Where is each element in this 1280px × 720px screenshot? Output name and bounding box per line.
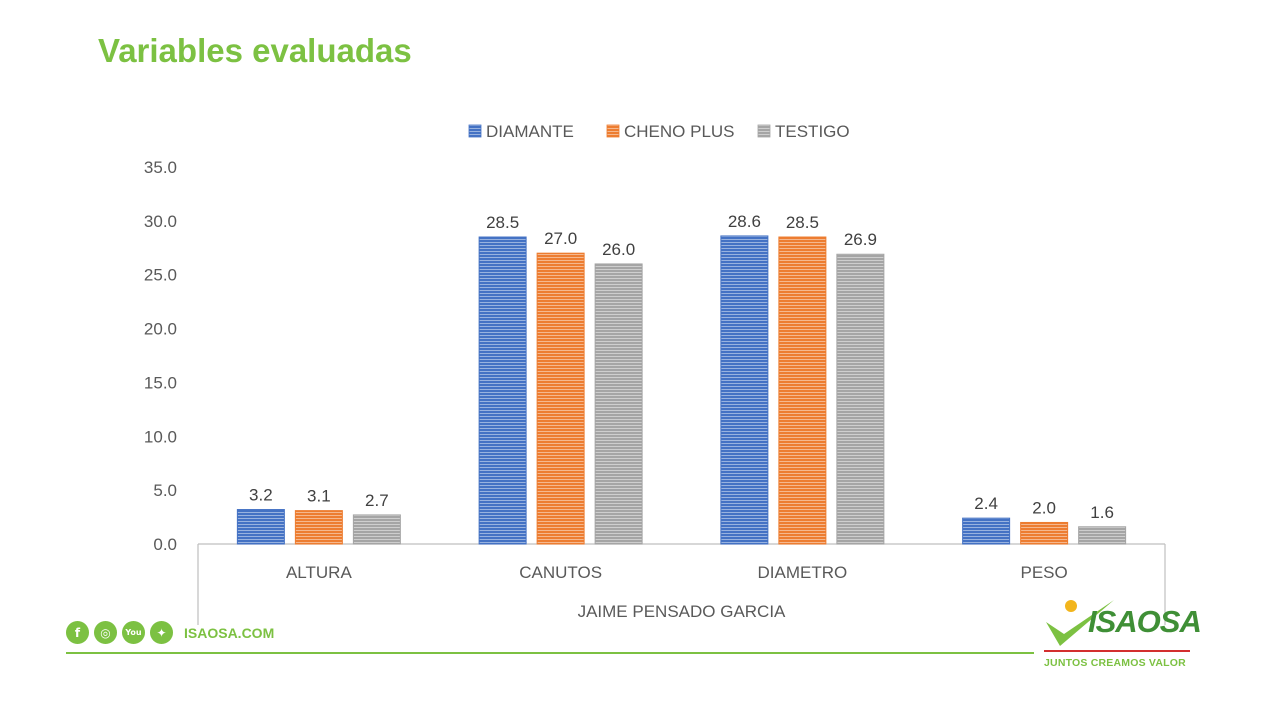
bar [720,235,769,545]
legend-label: CHENO PLUS [624,122,735,141]
x-tick-label: DIAMETRO [758,563,848,582]
y-tick-label: 25.0 [144,266,177,285]
y-tick-label: 20.0 [144,320,177,339]
y-axis: 0.0 5.0 10.0 15.0 20.0 25.0 30.0 35.0 ALTURA CANU… [144,158,1166,625]
data-label: 27.0 [544,229,577,248]
page-title: Variables evaluadas [98,32,412,69]
bar [294,510,343,545]
brand-tagline: JUNTOS CREAMOS VALOR [1044,657,1186,669]
category-group-label: JAIME PENSADO GARCIA [578,602,786,621]
chart-legend: DIAMANTE CHENO PLUS TESTIGO [468,122,850,141]
facebook-icon[interactable]: f [66,621,89,644]
data-label: 28.5 [786,213,819,232]
data-label: 2.0 [1032,498,1056,517]
legend-swatch [468,124,482,138]
y-tick-label: 10.0 [144,427,177,446]
y-tick-label: 30.0 [144,212,177,231]
bar [836,253,885,545]
bar [778,236,827,545]
data-label: 26.0 [602,240,635,259]
bar [478,236,527,545]
x-tick-label: CANUTOS [519,563,602,582]
legend-swatch [757,124,771,138]
data-label: 2.4 [974,494,998,513]
brand-name: ISAOSA [1088,604,1202,639]
bar [1078,526,1127,545]
legend-swatch [606,124,620,138]
bar [236,509,285,545]
data-label: 3.1 [307,487,331,506]
y-tick-label: 15.0 [144,373,177,392]
data-label: 3.2 [249,486,273,505]
bar [1020,521,1069,545]
plot-area: 3.2 3.1 2.7 28.5 27.0 26.0 28.6 28.5 26.9 2.4 2.0 1… [236,212,1127,545]
data-label: 26.9 [844,230,877,249]
bar [536,252,585,545]
legend-label: DIAMANTE [486,122,574,141]
data-label: 1.6 [1090,503,1114,522]
bar [962,517,1011,545]
data-label: 28.5 [486,213,519,232]
data-label: 28.6 [728,212,761,231]
twitter-icon[interactable]: ✦ [150,621,173,644]
brand-underline [1044,650,1190,652]
bar [594,263,643,545]
bar [352,514,401,545]
instagram-icon[interactable]: ◎ [94,621,117,644]
checkmark-logo-icon [1046,600,1114,646]
footer-divider [66,652,1034,654]
legend-label: TESTIGO [775,122,850,141]
y-tick-label: 35.0 [144,158,177,177]
brand-logo: ISAOSA JUNTOS CREAMOS VALOR [1040,596,1202,676]
y-tick-label: 0.0 [153,535,177,554]
x-tick-label: ALTURA [286,563,352,582]
website-link[interactable]: ISAOSA.COM [184,624,275,641]
x-tick-label: PESO [1021,563,1068,582]
y-tick-label: 5.0 [153,481,177,500]
bar-chart: DIAMANTE CHENO PLUS TESTIGO 0.0 5.0 10.0 15.0… [144,122,1166,625]
youtube-icon[interactable]: You [122,621,145,644]
data-label: 2.7 [365,491,389,510]
social-links: f ◎ You ✦ ISAOSA.COM [66,621,274,644]
